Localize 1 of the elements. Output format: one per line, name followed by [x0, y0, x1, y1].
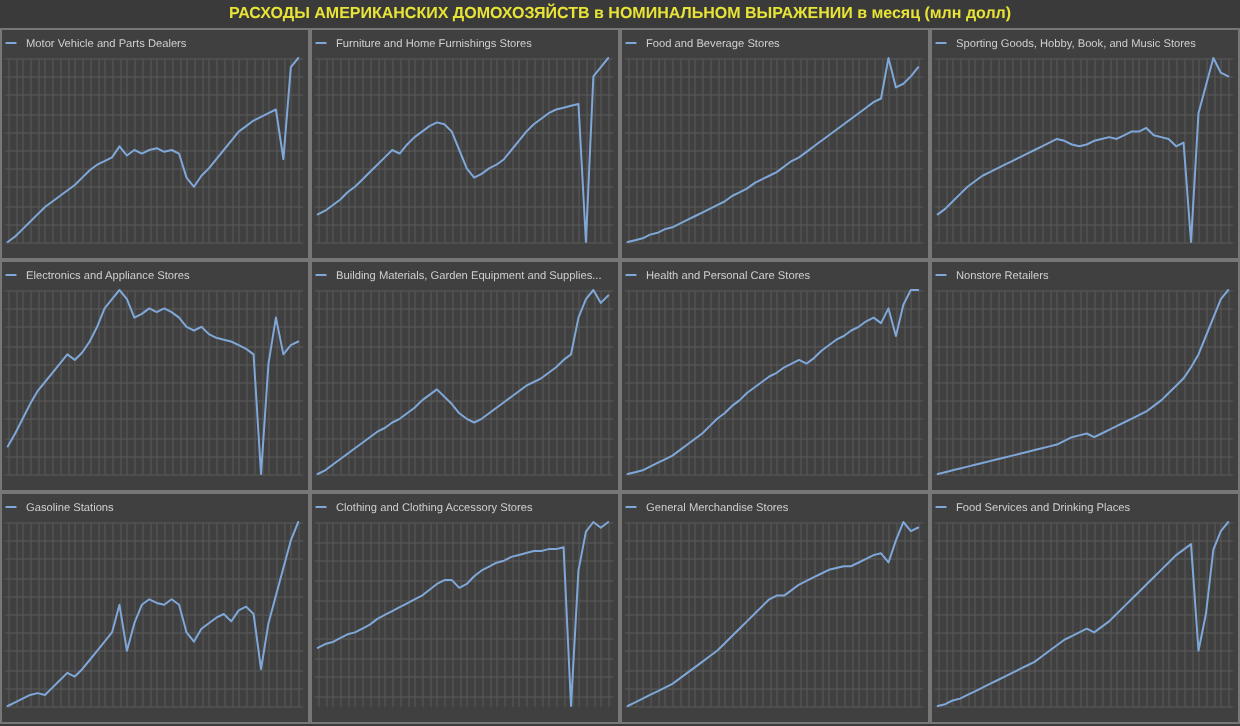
- text: РАСХОДЫ АМЕРИКАНСКИХ ДОМОХОЗЯЙСТВ в НОМИНАЛЬНОМ ВЫРАЖЕНИИ в месяц (млн долл): [226, 1, 1014, 26]
